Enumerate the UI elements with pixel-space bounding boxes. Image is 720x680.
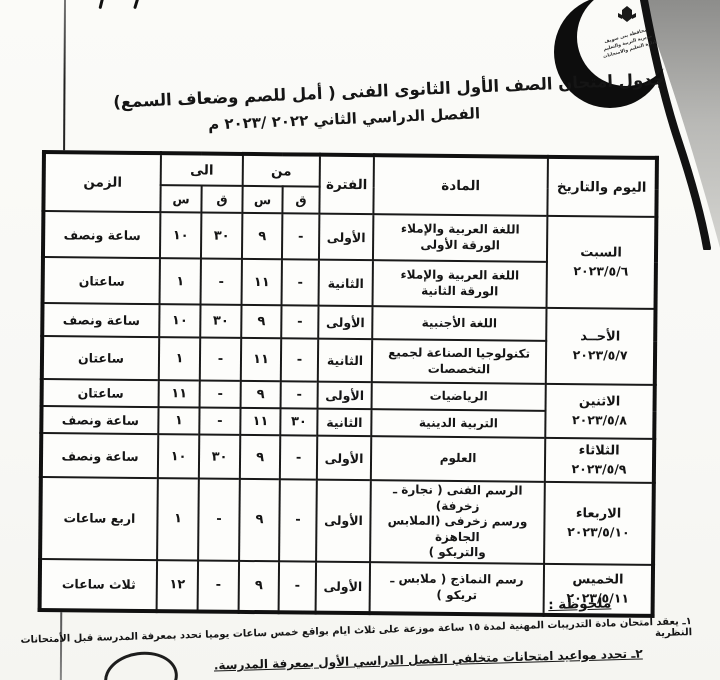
cell-duration: ساعتان <box>41 379 159 408</box>
cell-num: ١ <box>158 407 200 435</box>
col-header-subject: المادة <box>373 155 548 216</box>
cell-subject: اللغة العربية والإملاء الورقة الثانية <box>372 260 547 308</box>
cell-num: ١٠ <box>159 304 201 338</box>
cell-num: ١٠ <box>159 212 202 259</box>
cell-period: الثانية <box>317 408 372 437</box>
cell-subject: اللغة الأجنبية <box>372 306 547 341</box>
exam-schedule-table: اليوم والتاريخ المادة الفترة من الى الزم… <box>37 150 660 618</box>
schedule-table-wrap: اليوم والتاريخ المادة الفترة من الى الزم… <box>37 150 660 618</box>
col-header-from: من <box>242 153 320 187</box>
cell-period: الأولى <box>318 305 373 340</box>
cell-num: - <box>281 259 319 306</box>
cell-num: - <box>279 479 317 562</box>
eagle-emblem-icon <box>618 6 636 22</box>
cell-subject: العلوم <box>370 436 546 482</box>
cell-period: الأولى <box>317 381 372 410</box>
day-date: ٢٠٢٣/٥/٦ <box>573 263 629 280</box>
day-name: الأحــد <box>580 329 621 345</box>
cell-num: ٣٠ <box>200 304 242 338</box>
cell-num: - <box>197 560 240 612</box>
cell-duration: اربع ساعات <box>40 477 158 561</box>
day-date: ٢٠٢٣/٥/٨ <box>571 412 627 429</box>
cell-num: ٩ <box>239 478 280 562</box>
cell-num: ٩ <box>240 380 281 409</box>
cell-period: الأولى <box>316 479 371 563</box>
cell-num: ١ <box>157 478 199 561</box>
day-date: ٢٠٢٣/٥/١٠ <box>567 524 630 541</box>
cell-period: الثانية <box>318 259 373 307</box>
cell-day-date: الأحــد ٢٠٢٣/٥/٧ <box>545 307 656 385</box>
cell-duration: ساعة ونصف <box>41 406 159 435</box>
cell-subject: الرياضيات <box>371 382 546 411</box>
cell-duration: ساعة ونصف <box>42 303 160 338</box>
cell-num: - <box>199 380 241 408</box>
day-name: الاثنين <box>578 394 621 410</box>
cell-period: الأولى <box>318 213 374 261</box>
table-row: السبت ٢٠٢٣/٥/٦ اللغة العربية والإملاء الور… <box>42 211 657 309</box>
col-header-to-hours: س <box>160 185 202 213</box>
day-name: الخميس <box>572 571 624 588</box>
col-header-to-minutes: ق <box>201 185 243 213</box>
cell-num: - <box>280 338 319 382</box>
cell-num: - <box>280 381 318 409</box>
cell-subject: اللغة العربية والإملاء الورقة الأولى <box>372 214 548 262</box>
cell-subject: الرسم الفنى ( نجارة ـ زخرفة) ورسم زخرفى … <box>370 480 545 564</box>
day-name: الثلاثاء <box>578 443 620 459</box>
cell-num: ١٠ <box>157 434 200 479</box>
cell-num: ٩ <box>241 212 283 260</box>
col-header-day: اليوم والتاريخ <box>547 156 657 217</box>
col-header-to: الى <box>160 153 243 186</box>
page-corner-and-stamp: محافظة بنى سويف مديرية التربية والتعليم … <box>554 0 720 250</box>
cell-num: - <box>279 435 318 480</box>
cell-num: ١٢ <box>156 560 199 612</box>
cell-num: ٣٠ <box>280 408 318 436</box>
cell-num: ١ <box>159 258 201 305</box>
cell-num: - <box>199 407 241 435</box>
day-name: الاربعاء <box>575 506 622 522</box>
col-header-duration: الزمن <box>43 152 161 213</box>
cell-num: ١١ <box>241 258 282 306</box>
table-row: الاربعاء ٢٠٢٣/٥/١٠ الرسم الفنى ( نجارة ـ ز… <box>40 477 654 565</box>
cell-num: ١١ <box>240 407 281 436</box>
cell-num: ١١ <box>240 337 282 382</box>
cell-duration: ساعة ونصف <box>42 211 161 259</box>
crescent-logo <box>554 0 666 108</box>
cell-day-date: الاثنين ٢٠٢٣/٥/٨ <box>545 383 655 439</box>
cell-subject: التربية الدينية <box>371 409 546 438</box>
col-header-period: الفترة <box>319 154 374 215</box>
schedule-body: السبت ٢٠٢٣/٥/٦ اللغة العربية والإملاء الور… <box>39 211 657 616</box>
handwritten-mark <box>98 0 105 10</box>
cell-duration: ساعة ونصف <box>40 433 159 479</box>
day-name: السبت <box>580 245 622 261</box>
cell-subject: تكنولوجيا الصناعة لجميع التخصصات <box>371 339 547 384</box>
col-header-from-minutes: ق <box>282 186 320 214</box>
day-date: ٢٠٢٣/٥/٧ <box>572 347 628 364</box>
cell-duration: ثلاث ساعات <box>39 558 158 612</box>
table-row: الثلاثاء ٢٠٢٣/٥/٩ العلوم الأولى -٩ ٣٠ ١٠ ساعة و… <box>40 433 655 483</box>
cell-num: - <box>281 305 319 339</box>
cell-num: - <box>198 478 240 561</box>
cell-period: الأولى <box>316 435 372 481</box>
cell-day-date: الثلاثاء ٢٠٢٣/٥/٩ <box>544 437 655 483</box>
cell-period: الثانية <box>317 338 373 383</box>
cell-num: ٩ <box>239 434 281 480</box>
cell-num: - <box>281 213 320 260</box>
handwritten-mark <box>133 0 140 10</box>
background-wedge <box>643 0 720 248</box>
day-date: ٢٠٢٣/٥/٩ <box>571 461 627 477</box>
cell-num: ١١ <box>158 380 200 408</box>
cell-num: - <box>200 258 242 305</box>
cell-num: ١ <box>158 337 201 381</box>
cell-num: - <box>199 337 242 381</box>
cell-duration: ساعتان <box>41 336 160 381</box>
cell-num: ٩ <box>241 304 282 339</box>
cell-num: ٣٠ <box>198 434 241 479</box>
cell-duration: ساعتان <box>42 257 160 305</box>
cell-num: ٣٠ <box>200 212 243 259</box>
cell-day-date: الاربعاء ٢٠٢٣/٥/١٠ <box>544 481 654 565</box>
cell-day-date: السبت ٢٠٢٣/٥/٦ <box>546 215 657 309</box>
col-header-from-hours: س <box>242 185 283 214</box>
